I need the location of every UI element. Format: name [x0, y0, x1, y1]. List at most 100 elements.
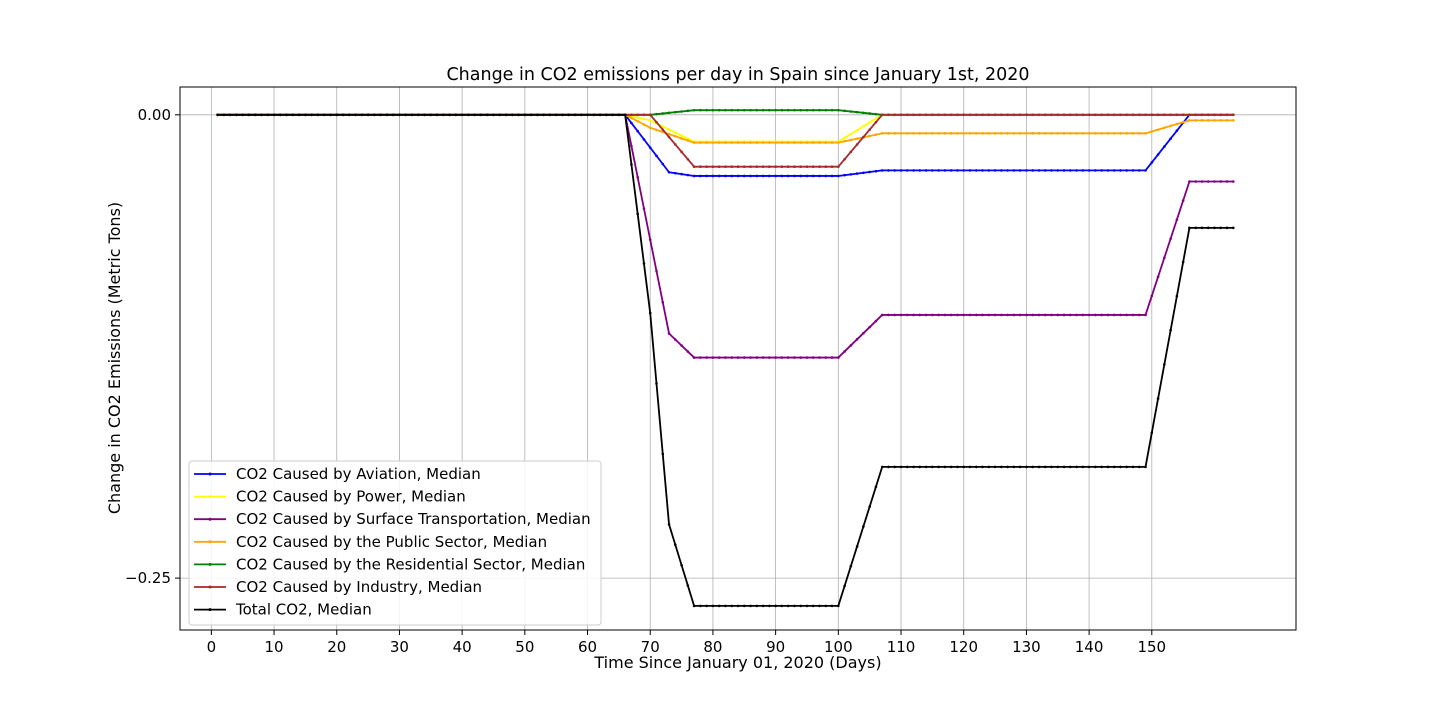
data-point [811, 174, 815, 178]
data-point [874, 133, 878, 136]
data-point [1163, 113, 1166, 117]
data-point [1200, 119, 1204, 122]
data-point [1137, 313, 1141, 317]
data-point [780, 356, 784, 359]
data-point [341, 113, 345, 117]
series-markers [216, 113, 1235, 608]
data-point [993, 132, 997, 135]
data-point [699, 108, 702, 112]
data-point [937, 113, 940, 117]
legend-marker [208, 585, 212, 589]
data-point [949, 169, 953, 172]
data-point [1175, 122, 1179, 126]
data-point [1175, 113, 1179, 117]
data-point [1006, 132, 1009, 135]
data-point [1025, 313, 1028, 317]
data-point [987, 465, 991, 469]
data-point [799, 108, 802, 112]
data-point [724, 356, 727, 359]
data-point [981, 113, 984, 117]
data-point [667, 111, 671, 115]
data-point [981, 313, 984, 317]
data-point [1000, 313, 1003, 317]
legend-marker [208, 495, 212, 499]
data-point [730, 165, 734, 168]
data-point [1018, 313, 1022, 317]
data-point [1188, 226, 1191, 230]
y-tick-label: −0.25 [125, 569, 171, 587]
data-point [874, 117, 878, 120]
data-point [724, 141, 727, 144]
data-point [642, 207, 646, 210]
data-point [636, 175, 639, 179]
x-tick-label: 120 [949, 638, 978, 656]
data-point [1125, 169, 1129, 172]
data-point [830, 174, 834, 178]
legend-label: CO2 Caused by Surface Transportation, Me… [236, 510, 591, 528]
data-point [241, 113, 244, 117]
legend-label: CO2 Caused by Industry, Median [236, 578, 482, 596]
data-point [717, 356, 721, 359]
data-point [692, 604, 696, 608]
data-point [1006, 465, 1009, 469]
data-point [1031, 113, 1034, 117]
data-point [968, 113, 972, 117]
data-point [1137, 113, 1141, 117]
data-point [617, 113, 621, 117]
x-tick-label: 40 [453, 638, 472, 656]
data-point [1006, 113, 1009, 117]
data-point [1050, 169, 1053, 172]
data-point [918, 132, 922, 135]
data-point [1106, 113, 1110, 117]
data-point [956, 313, 959, 317]
data-point [586, 113, 589, 117]
legend-marker [208, 540, 212, 544]
data-point [874, 120, 878, 124]
data-point [1112, 132, 1116, 135]
data-point [924, 113, 928, 117]
data-point [862, 125, 865, 128]
legend-marker [208, 608, 212, 612]
data-point [924, 465, 928, 469]
data-point [1125, 113, 1129, 117]
data-point [761, 108, 765, 112]
data-point [968, 132, 972, 135]
data-point [1232, 180, 1235, 183]
data-point [880, 465, 884, 469]
data-point [1144, 313, 1147, 317]
data-point [636, 113, 639, 117]
data-point [824, 604, 828, 608]
data-point [887, 465, 890, 469]
data-point [1194, 113, 1197, 117]
data-point [1025, 465, 1028, 469]
data-point [667, 332, 671, 335]
data-point [1119, 169, 1122, 172]
data-point [1068, 132, 1072, 135]
data-point [1125, 313, 1129, 317]
data-point [636, 116, 639, 119]
data-point [887, 113, 890, 117]
data-point [304, 113, 307, 117]
data-point [416, 113, 420, 117]
data-point [655, 154, 658, 158]
data-point [692, 141, 696, 144]
data-point [485, 113, 489, 117]
data-point [1144, 169, 1147, 172]
data-point [931, 113, 934, 117]
data-point [818, 356, 821, 359]
data-point [724, 108, 727, 112]
data-point [510, 113, 514, 117]
data-point [755, 604, 759, 608]
data-point [661, 125, 665, 128]
data-point [931, 465, 934, 469]
data-point [1068, 465, 1072, 469]
data-point [1094, 113, 1097, 117]
data-point [736, 604, 740, 608]
data-point [642, 113, 646, 117]
data-point [611, 113, 614, 117]
data-point [410, 113, 414, 117]
series-layer [216, 108, 1235, 608]
legend-marker [208, 472, 212, 476]
data-point [755, 356, 759, 359]
data-point [1050, 113, 1053, 117]
